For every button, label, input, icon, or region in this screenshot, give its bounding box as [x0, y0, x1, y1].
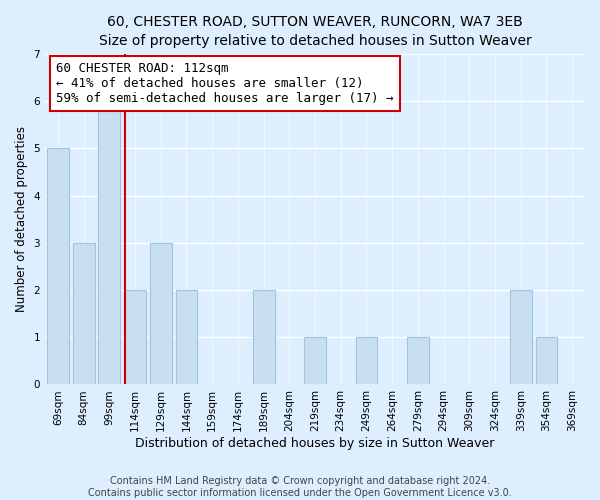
Bar: [253, 290, 275, 384]
Bar: [407, 337, 429, 384]
Title: 60, CHESTER ROAD, SUTTON WEAVER, RUNCORN, WA7 3EB
Size of property relative to d: 60, CHESTER ROAD, SUTTON WEAVER, RUNCORN…: [98, 15, 532, 48]
Bar: [510, 290, 532, 384]
Bar: [124, 290, 146, 384]
Bar: [150, 243, 172, 384]
Bar: [304, 337, 326, 384]
Bar: [536, 337, 557, 384]
Bar: [47, 148, 69, 384]
X-axis label: Distribution of detached houses by size in Sutton Weaver: Distribution of detached houses by size …: [136, 437, 495, 450]
Bar: [356, 337, 377, 384]
Y-axis label: Number of detached properties: Number of detached properties: [15, 126, 28, 312]
Bar: [73, 243, 95, 384]
Bar: [176, 290, 197, 384]
Bar: [98, 101, 120, 384]
Text: Contains HM Land Registry data © Crown copyright and database right 2024.
Contai: Contains HM Land Registry data © Crown c…: [88, 476, 512, 498]
Text: 60 CHESTER ROAD: 112sqm
← 41% of detached houses are smaller (12)
59% of semi-de: 60 CHESTER ROAD: 112sqm ← 41% of detache…: [56, 62, 394, 105]
